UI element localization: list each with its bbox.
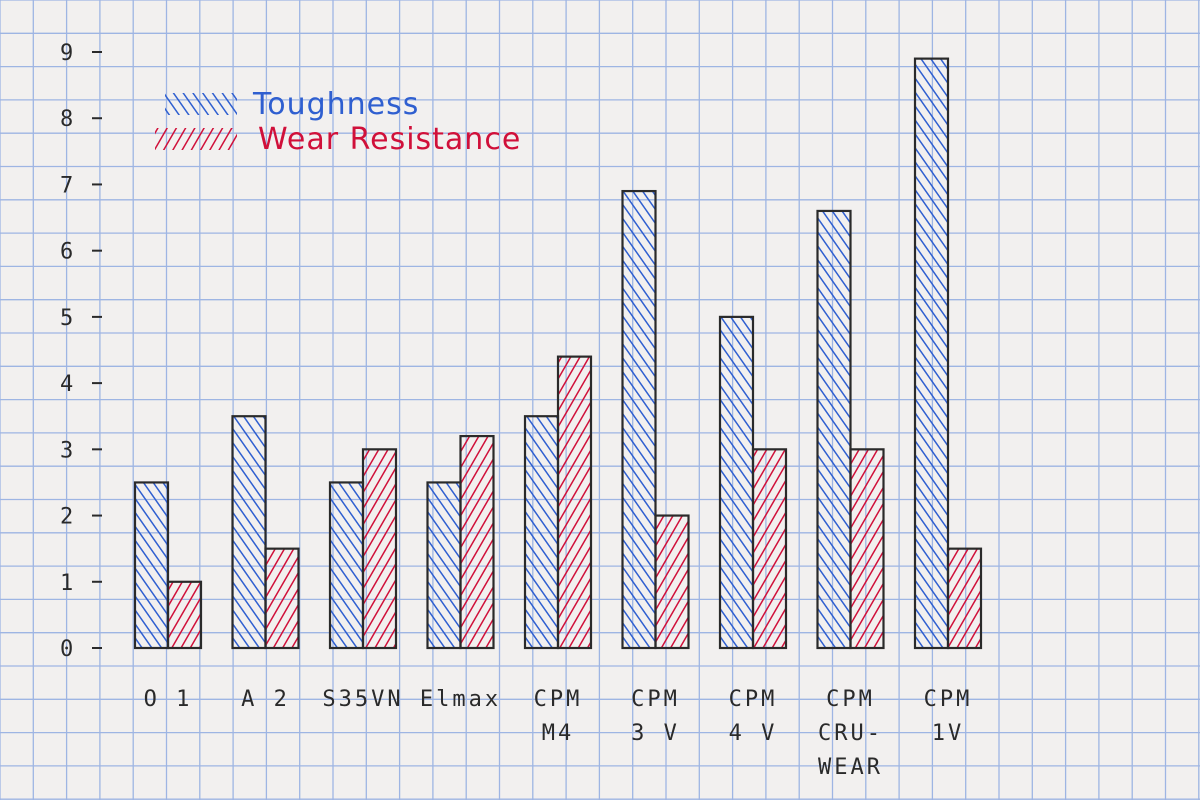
legend-item-toughness: Toughness (165, 87, 419, 122)
x-tick-label: CPM (826, 687, 875, 712)
bar-toughness (718, 315, 755, 650)
y-tick-label: 6 (60, 240, 73, 265)
y-axis: 0 1 2 3 4 5 6 7 8 9 (60, 41, 102, 662)
x-tick-label: CPM (631, 687, 680, 712)
legend-swatch-toughness (165, 93, 237, 115)
bar-wear-resistance (459, 434, 495, 650)
bar-toughness (913, 57, 950, 650)
y-tick-label: 0 (60, 637, 73, 662)
x-tick-label: 1V (932, 721, 965, 746)
x-tick-label: CRU- (818, 721, 883, 746)
y-tick-label: 4 (60, 372, 73, 397)
bar-wear-resistance (264, 547, 300, 650)
legend: Toughness Wear Resistance (155, 87, 521, 157)
x-tick-label: CPM (729, 687, 778, 712)
y-tick-label: 8 (60, 107, 73, 132)
x-tick-label: S35VN (322, 687, 403, 712)
bar-wear-resistance (556, 355, 593, 650)
bars (133, 57, 983, 650)
bar-toughness (523, 415, 560, 650)
y-tick-label: 9 (60, 41, 73, 66)
bar-wear-resistance (849, 448, 885, 650)
y-tick-label: 7 (60, 173, 73, 198)
x-tick-label: O 1 (144, 687, 193, 712)
x-tick-label: CPM (534, 687, 583, 712)
bar-wear-resistance (166, 580, 203, 650)
y-tick-label: 3 (60, 438, 73, 463)
bar-toughness (231, 415, 267, 650)
bar-toughness (133, 481, 170, 650)
x-tick-label: WEAR (818, 755, 883, 780)
bar-wear-resistance (654, 514, 690, 650)
x-tick-label: A 2 (241, 687, 290, 712)
bar-toughness (426, 481, 462, 650)
legend-label-toughness: Toughness (252, 87, 419, 122)
bar-toughness (328, 481, 365, 650)
x-tick-label: 3 V (631, 721, 680, 746)
x-tick-label: Elmax (420, 687, 501, 712)
x-tick-label: M4 (542, 721, 575, 746)
y-tick-label: 2 (60, 505, 73, 530)
legend-label-wear-resistance: Wear Resistance (258, 122, 521, 157)
y-tick-label: 1 (60, 571, 73, 596)
bar-wear-resistance (946, 547, 983, 650)
bar-wear-resistance (361, 448, 398, 650)
legend-item-wear-resistance: Wear Resistance (155, 122, 521, 157)
bar-wear-resistance (751, 448, 788, 650)
x-tick-label: CPM (924, 687, 973, 712)
x-axis-labels: O 1 A 2 S35VN Elmax CPM M4 CPM 3 V CPM 4 V CPM CRU-… (144, 687, 973, 780)
bar-toughness (816, 209, 852, 650)
y-tick-label: 5 (60, 306, 73, 331)
x-tick-label: 4 V (729, 721, 778, 746)
legend-swatch-wear-resistance (155, 128, 237, 150)
bar-toughness (621, 189, 657, 650)
